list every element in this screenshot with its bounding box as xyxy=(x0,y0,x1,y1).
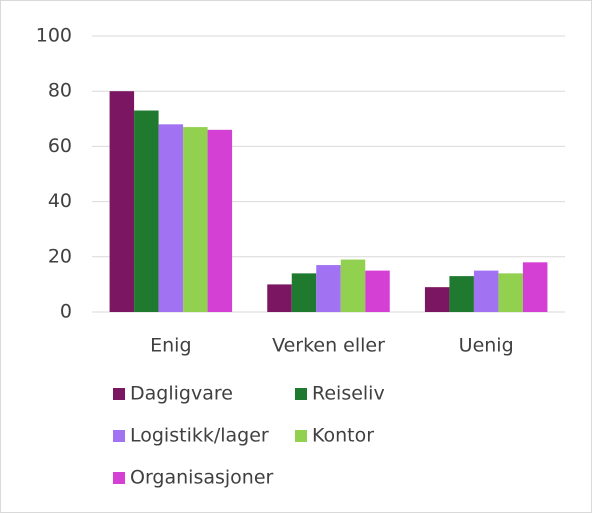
legend-swatch xyxy=(113,472,125,484)
x-tick-label: Uenig xyxy=(459,335,514,357)
legend-swatch xyxy=(113,430,125,442)
bar xyxy=(291,273,317,312)
legend-swatch xyxy=(295,430,307,442)
x-tick-label: Verken eller xyxy=(272,335,385,357)
bar xyxy=(365,270,390,312)
bar xyxy=(158,124,184,312)
bar xyxy=(522,262,548,312)
y-tick-label: 0 xyxy=(60,301,72,323)
legend-label: Dagligvare xyxy=(130,383,233,405)
bar xyxy=(207,129,233,312)
bar xyxy=(424,287,450,312)
bar xyxy=(340,259,366,312)
bar xyxy=(183,127,208,312)
x-tick-label: Enig xyxy=(150,335,191,357)
bar xyxy=(134,110,159,313)
bar xyxy=(109,91,135,312)
y-tick-label: 80 xyxy=(48,80,72,102)
y-tick-label: 20 xyxy=(48,245,72,267)
legend-label: Logistikk/lager xyxy=(130,425,269,447)
y-tick-label: 40 xyxy=(48,190,72,212)
legend-swatch xyxy=(113,388,125,400)
legend-label: Organisasjoner xyxy=(130,467,274,489)
bar xyxy=(449,276,474,312)
y-tick-label: 60 xyxy=(48,135,72,157)
bar xyxy=(473,270,499,312)
legend-swatch xyxy=(295,388,307,400)
legend-label: Reiseliv xyxy=(312,383,385,405)
bar xyxy=(316,265,341,312)
bar xyxy=(498,273,523,312)
bar xyxy=(267,284,292,312)
y-tick-label: 100 xyxy=(36,25,72,47)
legend-label: Kontor xyxy=(312,425,374,447)
